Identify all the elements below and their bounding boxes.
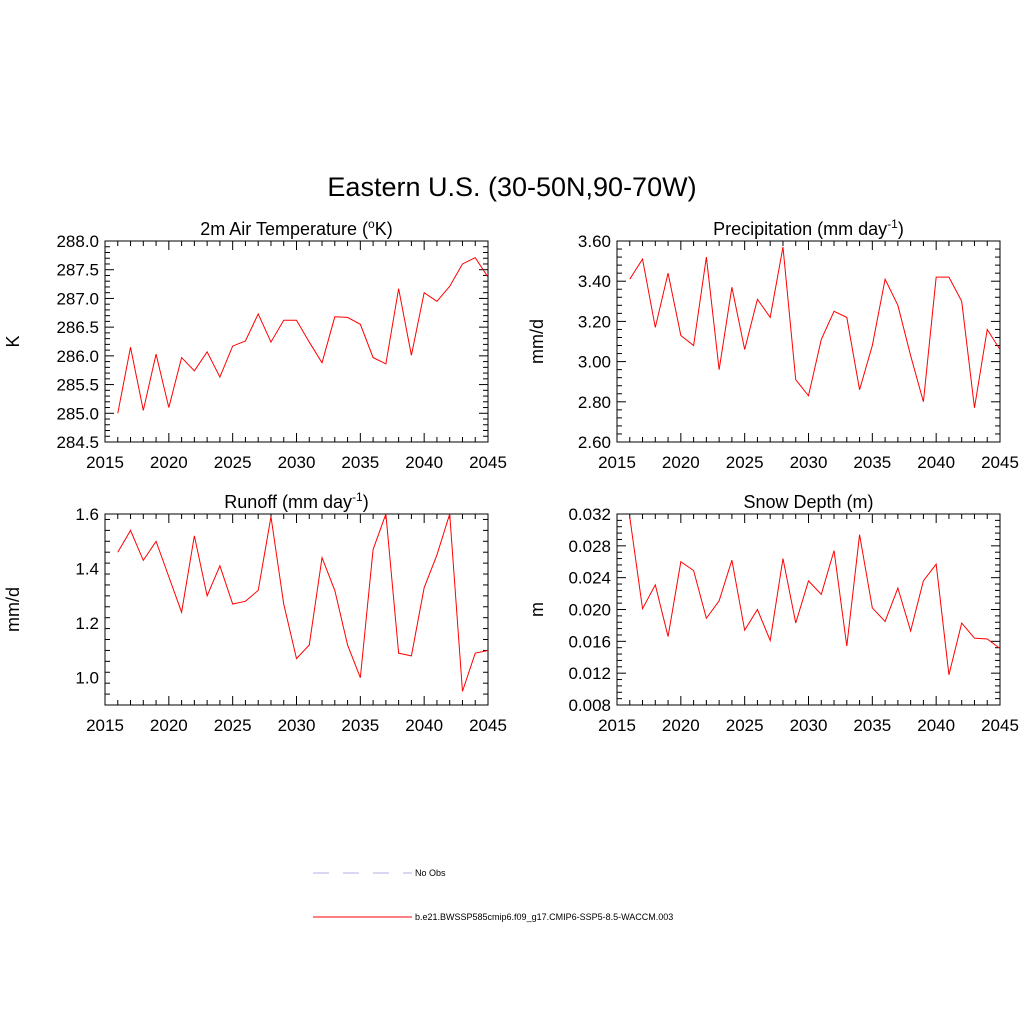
panel-title-text: Precipitation (mm day <box>713 219 887 239</box>
legend-label-model: b.e21.BWSSP585cmip6.f09_g17.CMIP6-SSP5-8… <box>415 912 673 922</box>
y-tick-label: 288.0 <box>56 232 99 251</box>
x-tick-label: 2020 <box>150 453 188 472</box>
panel-title: Precipitation (mm day-1) <box>713 217 904 239</box>
x-tick-label: 2015 <box>598 716 636 735</box>
panel-title-suffix: K) <box>375 219 393 239</box>
y-tick-label: 1.4 <box>75 560 99 579</box>
y-tick-label: 0.016 <box>568 632 611 651</box>
x-tick-label: 2040 <box>917 453 955 472</box>
y-tick-label: 286.5 <box>56 318 99 337</box>
panel-title-suffix: ) <box>363 492 369 512</box>
x-tick-label: 2045 <box>469 716 507 735</box>
panel-title-superscript: -1 <box>887 217 898 231</box>
x-tick-label: 2025 <box>214 716 252 735</box>
y-tick-label: 285.0 <box>56 404 99 423</box>
x-tick-label: 2020 <box>150 716 188 735</box>
y-tick-label: 3.00 <box>578 353 611 372</box>
x-tick-label: 2020 <box>662 716 700 735</box>
series-line <box>629 246 1000 408</box>
panels: 2m Air Temperature (oK)2015 2020 2025 2030 2… <box>3 217 1019 735</box>
x-tick-label: 2025 <box>726 716 764 735</box>
y-tick-label: 0.008 <box>568 696 611 715</box>
y-tick-label: 0.012 <box>568 664 611 683</box>
x-tick-label: 2025 <box>726 453 764 472</box>
x-tick-label: 2030 <box>790 716 828 735</box>
y-tick-label: 1.0 <box>75 669 99 688</box>
y-tick-label: 2.60 <box>578 433 611 452</box>
x-tick-label: 2040 <box>405 716 443 735</box>
y-tick-label: 3.40 <box>578 272 611 291</box>
x-tick-label: 2045 <box>981 453 1019 472</box>
x-tick-label: 2045 <box>469 453 507 472</box>
panel-runoff: Runoff (mm day-1) 2015 2020 2025 2030 2035 204… <box>3 490 507 735</box>
panel-snow-depth: Snow Depth (m) 2015 2020 2025 2030 2035 2040 20… <box>527 492 1019 735</box>
y-tick-label: 285.5 <box>56 376 99 395</box>
panel-title: Snow Depth (m) <box>743 492 873 512</box>
series-line <box>117 514 488 692</box>
y-tick-label: 1.2 <box>75 614 99 633</box>
x-tick-label: 2035 <box>853 453 891 472</box>
x-tick-label: 2030 <box>278 453 316 472</box>
series-line <box>117 257 488 414</box>
y-axis-label: mm/d <box>527 319 547 364</box>
y-tick-label: 3.60 <box>578 232 611 251</box>
main-title: Eastern U.S. (30-50N,90-70W) <box>327 172 696 202</box>
y-tick-label: 0.028 <box>568 537 611 556</box>
x-tick-label: 2020 <box>662 453 700 472</box>
y-tick-label: 287.5 <box>56 261 99 280</box>
panel-temperature: 2m Air Temperature (oK) 2015 2020 2025 2030 2… <box>3 217 507 472</box>
y-tick-label: 0.024 <box>568 569 611 588</box>
y-tick-label: 3.20 <box>578 312 611 331</box>
y-axis-label: K <box>3 335 23 347</box>
y-tick-label: 286.0 <box>56 347 99 366</box>
panel-title: Runoff (mm day-1) <box>224 490 368 512</box>
panel-title-text: Snow Depth (m) <box>743 492 873 512</box>
legend: No Obs b.e21.BWSSP585cmip6.f09_g17.CMIP6… <box>313 868 673 922</box>
panel-title-text: 2m Air Temperature ( <box>200 219 368 239</box>
y-axis-label: m <box>527 602 547 617</box>
y-tick-label: 284.5 <box>56 433 99 452</box>
series-line <box>629 517 1000 675</box>
y-tick-label: 0.020 <box>568 601 611 620</box>
x-tick-label: 2015 <box>86 716 124 735</box>
x-tick-label: 2030 <box>790 453 828 472</box>
x-tick-label: 2035 <box>341 453 379 472</box>
x-tick-label: 2025 <box>214 453 252 472</box>
y-tick-label: 0.032 <box>568 505 611 524</box>
y-tick-label: 2.80 <box>578 393 611 412</box>
y-axis-label: mm/d <box>3 587 23 632</box>
panel-title-text: Runoff (mm day <box>224 492 352 512</box>
panel-precipitation: Precipitation (mm day-1) 2015 2020 2025 2030… <box>527 217 1019 472</box>
x-tick-label: 2035 <box>853 716 891 735</box>
panel-title-superscript: -1 <box>352 490 363 504</box>
y-tick-label: 1.6 <box>75 505 99 524</box>
legend-label-no-obs: No Obs <box>415 868 446 878</box>
panel-title-superscript: o <box>368 217 375 231</box>
x-tick-label: 2045 <box>981 716 1019 735</box>
panel-title: 2m Air Temperature (oK) <box>200 217 392 239</box>
x-tick-label: 2015 <box>86 453 124 472</box>
x-tick-label: 2040 <box>405 453 443 472</box>
y-tick-label: 287.0 <box>56 289 99 308</box>
x-tick-label: 2035 <box>341 716 379 735</box>
x-tick-label: 2040 <box>917 716 955 735</box>
x-tick-label: 2030 <box>278 716 316 735</box>
x-tick-label: 2015 <box>598 453 636 472</box>
panel-title-suffix: ) <box>898 219 904 239</box>
